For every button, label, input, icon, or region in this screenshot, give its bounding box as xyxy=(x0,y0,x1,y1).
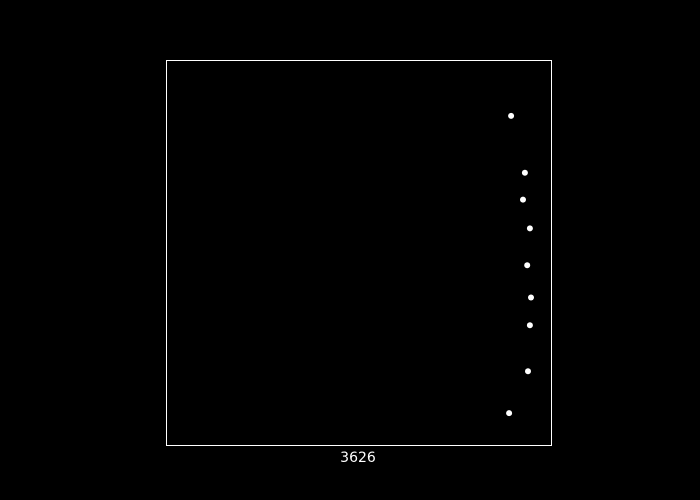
data-point-2 xyxy=(521,169,528,176)
x-axis-label: 3626 xyxy=(340,450,376,466)
data-point-1 xyxy=(508,112,515,119)
plot-frame xyxy=(166,60,552,446)
points-layer xyxy=(506,112,534,417)
data-point-3 xyxy=(520,196,526,203)
data-point-5 xyxy=(524,262,531,269)
data-point-4 xyxy=(526,225,533,232)
data-point-6 xyxy=(528,294,534,301)
data-point-9 xyxy=(506,410,513,417)
data-point-8 xyxy=(525,368,531,375)
data-point-7 xyxy=(526,322,533,329)
